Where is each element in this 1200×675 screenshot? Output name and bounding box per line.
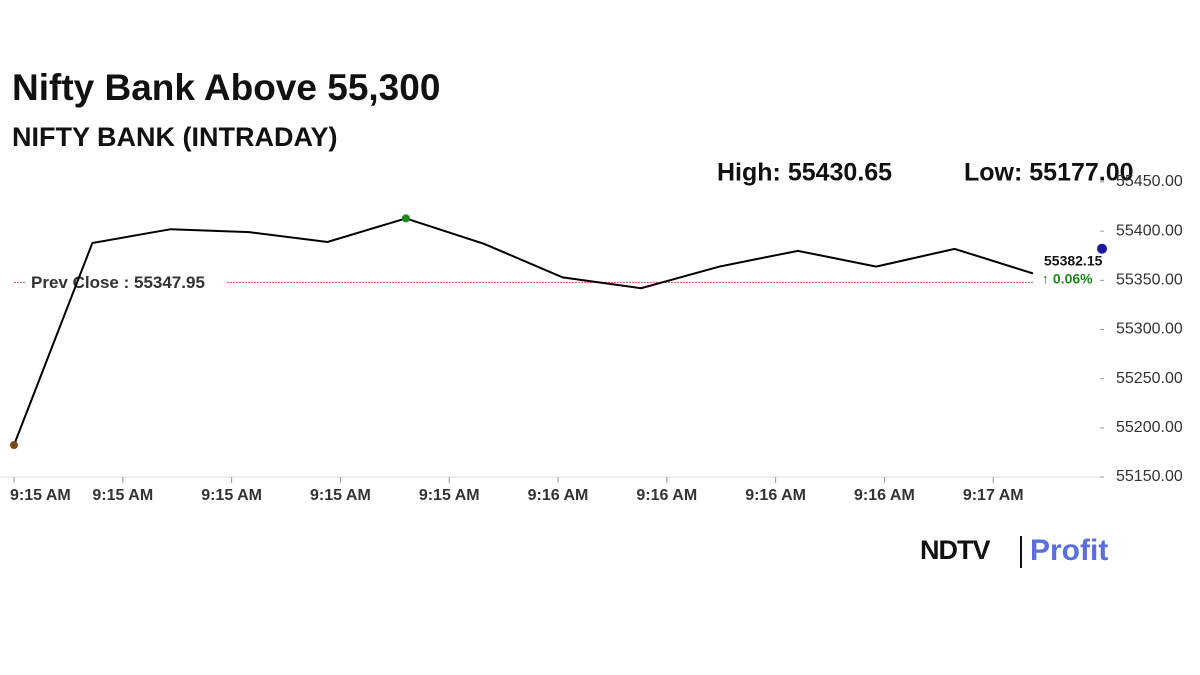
last-value-label: 55382.15	[1044, 252, 1103, 268]
low-label: Low: 55177.00	[964, 159, 1134, 187]
x-tick-label: 9:16 AM	[636, 487, 697, 504]
x-tick-label: 9:17 AM	[963, 487, 1024, 504]
high-label: High: 55430.65	[717, 159, 892, 187]
y-tick-label: 55450.00	[1116, 173, 1183, 190]
y-tick-label: 55200.00	[1116, 419, 1183, 436]
price-line	[13, 217, 1034, 446]
last-change-label: ↑ 0.06%	[1042, 270, 1093, 286]
logo-ndtv: NDTV	[920, 535, 990, 565]
x-tick-label: 9:15 AM	[310, 487, 371, 504]
x-tick-label: 9:16 AM	[854, 487, 915, 504]
y-tick-label: 55400.00	[1116, 222, 1183, 239]
last-marker	[1097, 243, 1107, 254]
logo-profit: Profit	[1030, 534, 1108, 567]
x-tick-label: 9:15 AM	[201, 487, 262, 504]
y-tick-label: 55150.00	[1116, 468, 1183, 485]
x-tick-label: 9:16 AM	[528, 487, 589, 504]
y-tick-label: 55300.00	[1116, 321, 1183, 338]
high-marker	[401, 214, 410, 223]
x-tick-label: 9:15 AM	[10, 487, 71, 504]
y-tick-label: 55350.00	[1116, 272, 1183, 289]
chart-subtitle: NIFTY BANK (INTRADAY)	[12, 122, 338, 152]
x-tick-label: 9:15 AM	[419, 487, 480, 504]
x-tick-label: 9:15 AM	[92, 487, 153, 504]
start-marker	[10, 441, 18, 450]
x-tick-label: 9:16 AM	[745, 487, 806, 504]
chart-title: Nifty Bank Above 55,300	[12, 67, 440, 108]
y-tick-label: 55250.00	[1116, 370, 1183, 387]
prev-close-label: Prev Close : 55347.95	[31, 273, 205, 292]
